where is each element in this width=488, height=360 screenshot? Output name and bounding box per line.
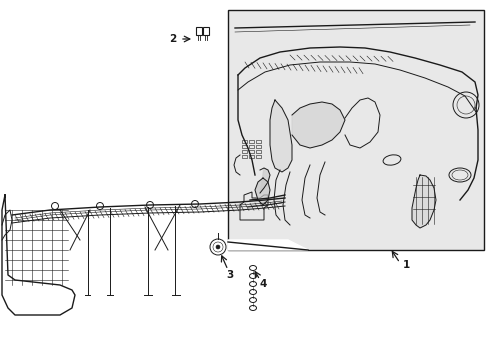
Polygon shape (260, 168, 269, 193)
Bar (242, 140, 246, 143)
Bar (203, 27, 208, 35)
Bar (256, 149, 261, 153)
Bar (248, 149, 253, 153)
Bar (242, 149, 246, 153)
Bar (227, 10, 483, 250)
Text: 2: 2 (169, 34, 176, 44)
Bar (256, 154, 261, 158)
Bar (242, 144, 246, 148)
Bar (256, 140, 261, 143)
Text: 3: 3 (226, 270, 233, 280)
Text: 1: 1 (402, 260, 409, 270)
Bar (256, 144, 261, 148)
Text: 4: 4 (259, 279, 266, 289)
Polygon shape (411, 175, 435, 228)
Polygon shape (269, 100, 291, 172)
Polygon shape (227, 240, 307, 250)
Polygon shape (254, 178, 269, 205)
Circle shape (216, 245, 220, 249)
Polygon shape (291, 102, 345, 148)
Bar (242, 154, 246, 158)
Bar (196, 27, 202, 35)
Bar (248, 144, 253, 148)
Bar (248, 154, 253, 158)
Bar (248, 140, 253, 143)
